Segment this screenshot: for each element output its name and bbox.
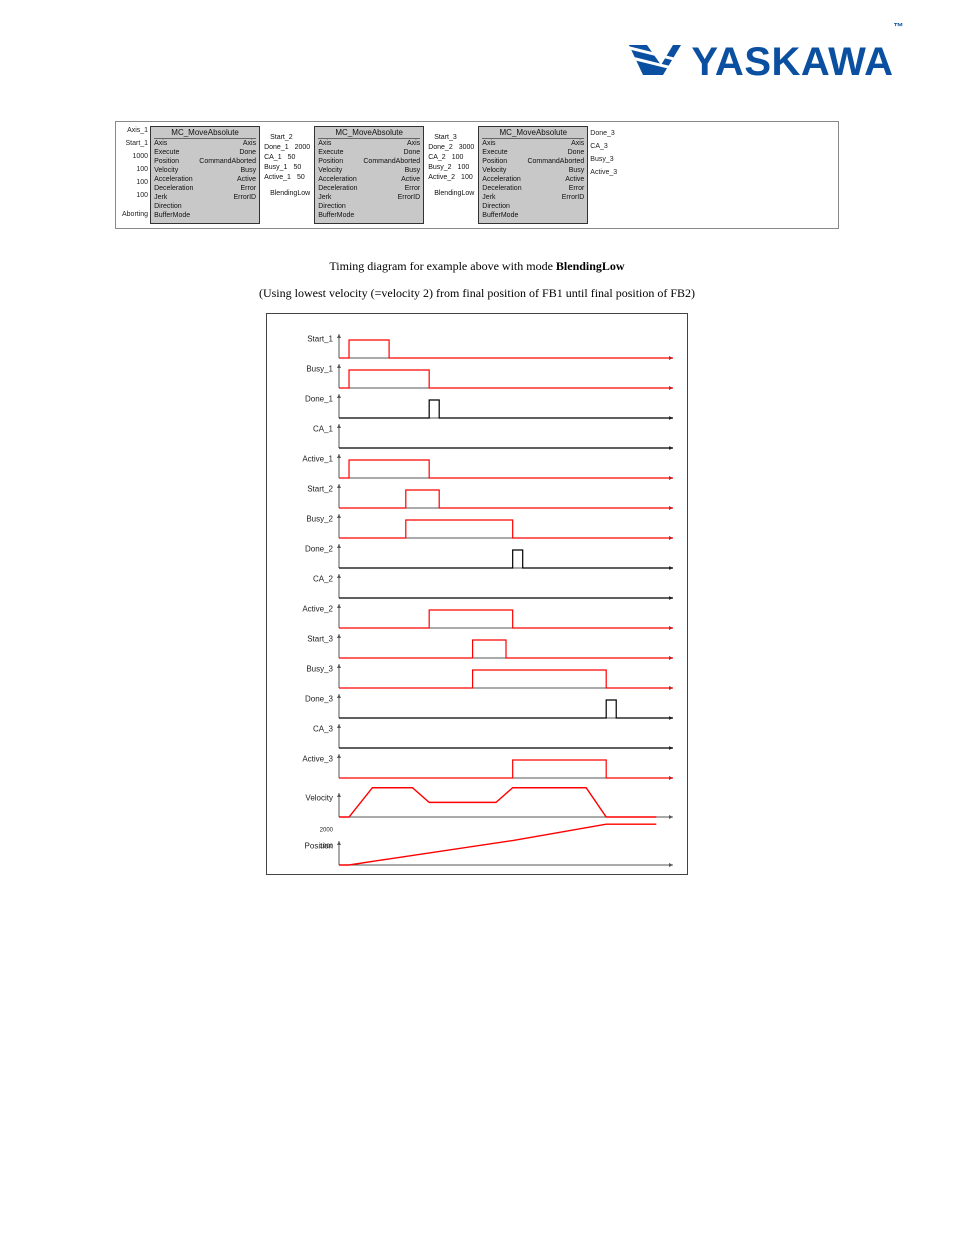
svg-text:CA_1: CA_1: [313, 425, 334, 434]
svg-text:Active_3: Active_3: [302, 755, 333, 764]
caption-line1: Timing diagram for example above with mo…: [50, 259, 904, 274]
fb-io: Done_3CA_3Busy_3Active_3: [590, 126, 617, 184]
timing-diagram: Start_1 Busy_1 Done_1 CA_1 Active_1 Start_2 Bu…: [266, 313, 688, 875]
fb-block: MC_MoveAbsoluteAxisExecutePositionVeloci…: [150, 126, 260, 224]
fb-io: Axis_1Start_11000100100100Aborting: [122, 126, 148, 220]
svg-text:Busy_3: Busy_3: [306, 665, 333, 674]
svg-text:Start_3: Start_3: [307, 635, 333, 644]
svg-text:Done_1: Done_1: [305, 395, 334, 404]
yaskawa-logo: YASKAWA™: [623, 40, 904, 85]
svg-text:Done_2: Done_2: [305, 545, 334, 554]
svg-text:Active_2: Active_2: [302, 605, 333, 614]
svg-text:CA_3: CA_3: [313, 725, 334, 734]
svg-text:1000: 1000: [320, 844, 334, 850]
svg-text:Busy_1: Busy_1: [306, 365, 333, 374]
svg-text:2000: 2000: [320, 827, 334, 833]
svg-text:Start_2: Start_2: [307, 485, 333, 494]
svg-text:Velocity: Velocity: [305, 794, 333, 803]
svg-text:Busy_2: Busy_2: [306, 515, 333, 524]
fb-block: MC_MoveAbsoluteAxisExecutePositionVeloci…: [314, 126, 424, 224]
yaskawa-icon: [623, 43, 683, 83]
logo-text: YASKAWA™: [691, 40, 904, 85]
svg-text:Done_3: Done_3: [305, 695, 334, 704]
logo-row: YASKAWA™: [50, 40, 904, 85]
svg-text:CA_2: CA_2: [313, 575, 334, 584]
fb-block: MC_MoveAbsoluteAxisExecutePositionVeloci…: [478, 126, 588, 224]
svg-text:Active_1: Active_1: [302, 455, 333, 464]
caption-line2: (Using lowest velocity (=velocity 2) fro…: [50, 286, 904, 301]
svg-text:Start_1: Start_1: [307, 335, 333, 344]
function-block-diagram: Axis_1Start_11000100100100AbortingMC_Mov…: [115, 121, 839, 229]
